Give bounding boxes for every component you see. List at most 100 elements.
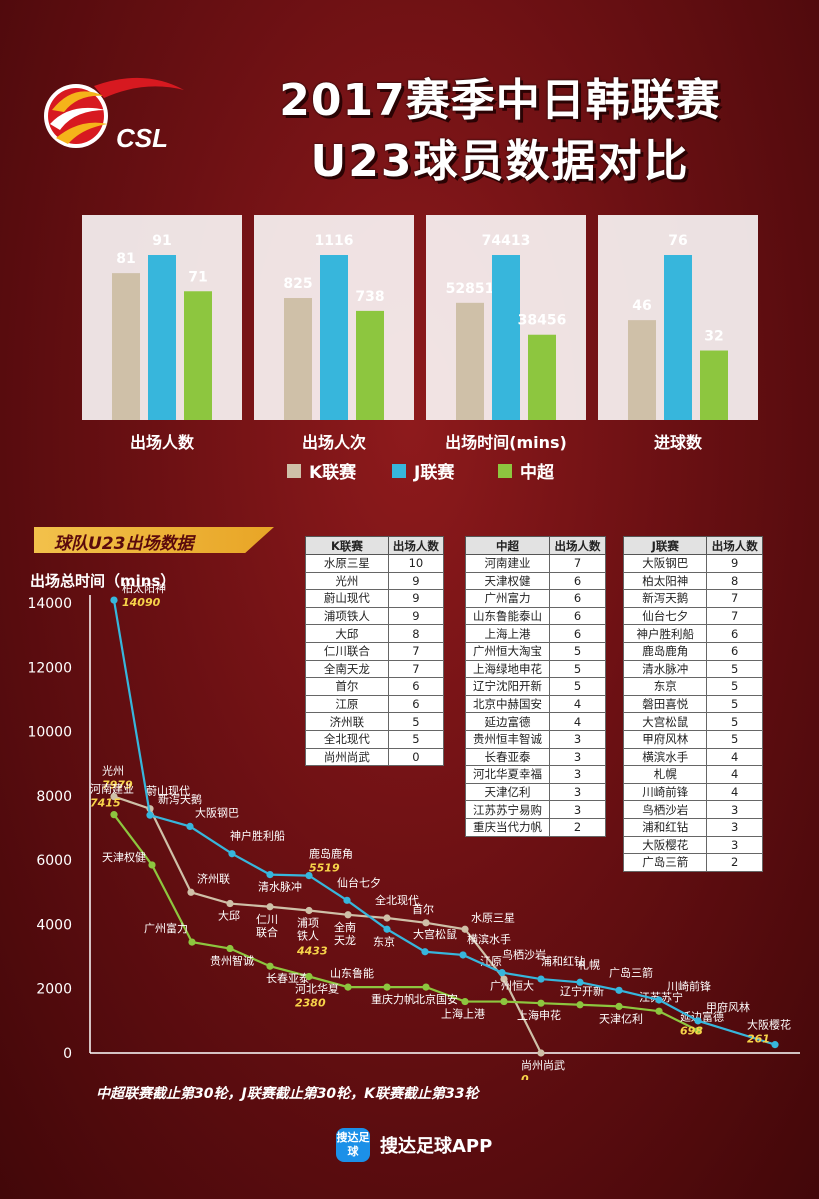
table-cell: 江苏苏宁易购 bbox=[465, 800, 550, 819]
point-value-label: 5519 bbox=[309, 862, 340, 875]
point-value-label: 0 bbox=[521, 1073, 529, 1080]
point-label: 仁川 bbox=[256, 913, 278, 926]
point-value-label: 261 bbox=[747, 1033, 770, 1046]
table-row: 大阪钢巴 9 bbox=[622, 554, 763, 573]
table-row: 江原 6 bbox=[305, 694, 445, 714]
point-label: 川崎前锋 bbox=[667, 979, 711, 993]
table-cell: 大阪樱花 bbox=[622, 835, 708, 855]
data-point bbox=[537, 999, 545, 1007]
title-line-1: 2017赛季中日韩联赛 bbox=[279, 75, 721, 126]
table-cell: 广州恒大淘宝 bbox=[465, 641, 550, 661]
data-point bbox=[383, 925, 391, 933]
table-header-cell: 出场人数 bbox=[387, 536, 445, 555]
point-value-label: 698 bbox=[680, 1025, 703, 1038]
bar-category-label: 出场人次 bbox=[302, 433, 366, 452]
data-point bbox=[615, 986, 623, 994]
point-label: 神户胜利船 bbox=[230, 829, 285, 843]
svg-text:CSL: CSL bbox=[116, 123, 168, 153]
series-line-j bbox=[112, 599, 776, 1046]
point-value-label: 2380 bbox=[295, 997, 326, 1010]
table-k-league: K联赛 出场人数 水原三星 10 光州 9 蔚山现代 9 浦项铁人 9 大邱 8 仁川联合 7 全南天龙 7 首… bbox=[305, 536, 445, 767]
data-point bbox=[694, 1017, 702, 1025]
y-tick-label: 6000 bbox=[36, 853, 72, 869]
data-point bbox=[694, 1026, 702, 1035]
bar-category-label: 出场人数 bbox=[130, 433, 195, 452]
y-tick-label: 2000 bbox=[36, 982, 72, 998]
point-label: 北京国安 bbox=[414, 992, 458, 1006]
table-cell: 广岛三箭 bbox=[622, 853, 708, 872]
table-cell: 全北现代 bbox=[305, 729, 389, 749]
point-label: 鹿岛鹿角 bbox=[309, 847, 353, 861]
table-row: 贵州恒丰智诚 3 bbox=[465, 729, 606, 749]
bar-c bbox=[528, 334, 556, 420]
point-label: 上海申花 bbox=[517, 1008, 561, 1022]
table-row: 上海上港 6 bbox=[465, 624, 606, 643]
point-label: 重庆力帆 bbox=[371, 992, 415, 1006]
csl-logo: CSL bbox=[44, 77, 184, 153]
point-label: 上海上港 bbox=[441, 1007, 485, 1021]
bar-value-label: 738 bbox=[355, 289, 384, 305]
table-cell: 重庆当代力帆 bbox=[465, 817, 550, 837]
table-row: 尚州尚武 0 bbox=[305, 747, 445, 767]
point-label: 天龙 bbox=[334, 934, 356, 947]
data-point bbox=[655, 996, 663, 1004]
point-label: 全南 bbox=[334, 920, 356, 934]
data-point bbox=[576, 1001, 584, 1009]
data-point bbox=[537, 1049, 545, 1057]
table-row: 首尔 6 bbox=[305, 677, 445, 696]
table-row: 川崎前锋 4 bbox=[622, 782, 763, 802]
bar-c bbox=[184, 291, 212, 420]
data-point bbox=[228, 850, 236, 858]
table-cell: 上海上港 bbox=[465, 624, 550, 643]
data-point bbox=[343, 896, 351, 904]
point-label: 浦项 bbox=[297, 917, 319, 930]
point-label: 天津权健 bbox=[102, 851, 146, 864]
table-cell: 横滨水手 bbox=[622, 747, 708, 767]
point-label: 江原 bbox=[480, 955, 502, 968]
table-row: 神户胜利船 6 bbox=[622, 624, 763, 643]
point-label: 大邱 bbox=[218, 909, 240, 923]
bar-value-label: 74413 bbox=[482, 233, 531, 249]
table-row: 全南天龙 7 bbox=[305, 659, 445, 679]
data-point bbox=[266, 962, 274, 970]
point-value-label: 7979 bbox=[102, 779, 133, 792]
point-label: 尚州尚武 bbox=[521, 1058, 565, 1072]
data-point bbox=[110, 792, 118, 801]
bar-c bbox=[356, 310, 384, 420]
table-row: 天津亿利 3 bbox=[465, 782, 606, 802]
data-point bbox=[146, 811, 154, 819]
data-point bbox=[305, 972, 313, 981]
point-label: 济州联 bbox=[197, 871, 230, 885]
table-row: 浦项铁人 9 bbox=[305, 606, 445, 626]
table-cell: 上海绿地申花 bbox=[465, 659, 550, 679]
bar-j bbox=[492, 255, 520, 420]
y-tick-label: 0 bbox=[63, 1046, 72, 1062]
bar-value-label: 32 bbox=[704, 329, 723, 345]
table-row: 广州恒大淘宝 5 bbox=[465, 641, 606, 661]
y-tick-label: 10000 bbox=[27, 725, 72, 741]
table-cell: 大阪钢巴 bbox=[622, 554, 708, 573]
table-cell: 浦项铁人 bbox=[305, 606, 389, 626]
point-value-label: 4433 bbox=[296, 945, 328, 958]
table-row: 横滨水手 4 bbox=[622, 747, 763, 767]
point-label: 广州恒大 bbox=[490, 979, 534, 993]
table-row: 重庆当代力帆 2 bbox=[465, 817, 606, 837]
table-header-cell: 出场人数 bbox=[706, 536, 763, 555]
table-row: 蔚山现代 9 bbox=[305, 589, 445, 608]
table-cell: 济州联 bbox=[305, 712, 389, 731]
data-point bbox=[383, 914, 391, 922]
table-cell: 9 bbox=[706, 554, 763, 573]
table-row: 水原三星 10 bbox=[305, 554, 445, 573]
point-label: 广州富力 bbox=[144, 921, 188, 935]
table-row: 济州联 5 bbox=[305, 712, 445, 731]
app-badge: 搜达足球 搜达足球APP bbox=[336, 1128, 492, 1162]
table-header-cell: 中超 bbox=[465, 536, 550, 555]
y-axis-label: 出场总时间（mins） bbox=[30, 572, 176, 590]
point-label: 铁人 bbox=[297, 930, 319, 943]
table-row: 仙台七夕 7 bbox=[622, 606, 763, 626]
bar-value-label: 1116 bbox=[315, 233, 354, 249]
data-point bbox=[500, 975, 508, 983]
data-point bbox=[461, 997, 469, 1006]
data-point bbox=[226, 899, 234, 908]
